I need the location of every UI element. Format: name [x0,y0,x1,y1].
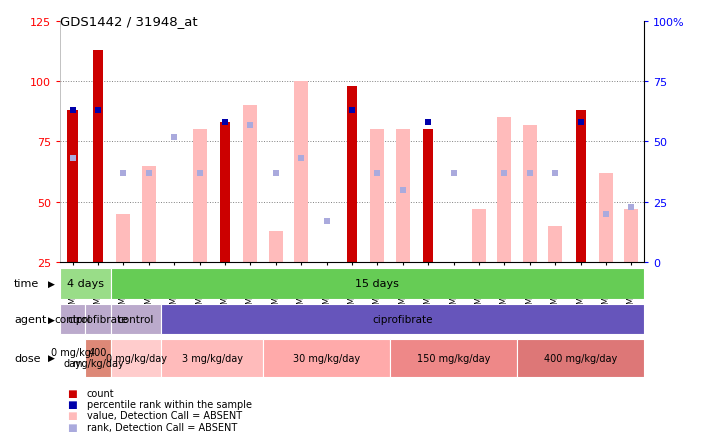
Text: ▶: ▶ [48,354,55,362]
Bar [60,339,85,377]
Bar [396,130,410,263]
Text: ■: ■ [67,422,77,431]
Text: ▶: ▶ [48,279,55,288]
Bar [472,210,486,263]
Bar [142,166,156,263]
Text: ■: ■ [67,399,77,409]
Bar [294,82,308,263]
Text: 3 mg/kg/day: 3 mg/kg/day [182,353,243,363]
Bar [446,263,460,279]
Text: 0 mg/kg/
day: 0 mg/kg/ day [51,348,94,368]
Bar [111,304,161,335]
Bar [244,106,258,263]
Bar [269,231,283,263]
Bar [93,51,103,263]
Bar [423,130,433,263]
Bar [576,111,586,263]
Bar [60,269,111,299]
Text: 0 mg/kg/day: 0 mg/kg/day [106,353,167,363]
Text: ▶: ▶ [48,315,55,324]
Text: ■: ■ [67,388,77,398]
Text: control: control [118,315,154,324]
Text: ciprofibrate: ciprofibrate [68,315,128,324]
Text: 4 days: 4 days [67,279,103,289]
Text: 150 mg/kg/day: 150 mg/kg/day [417,353,490,363]
Bar [599,174,613,263]
Text: dose: dose [14,353,41,363]
Bar [116,214,130,263]
Text: 400 mg/kg/day: 400 mg/kg/day [544,353,617,363]
Bar [320,263,334,303]
Bar [161,304,644,335]
Text: 15 days: 15 days [356,279,399,289]
Bar [161,339,263,377]
Bar [60,304,85,335]
Text: 30 mg/kg/day: 30 mg/kg/day [293,353,360,363]
Bar [517,339,644,377]
Text: ■: ■ [67,411,77,420]
Bar [624,210,639,263]
Text: count: count [87,388,114,398]
Text: rank, Detection Call = ABSENT: rank, Detection Call = ABSENT [87,422,237,431]
Text: time: time [14,279,39,289]
Text: GDS1442 / 31948_at: GDS1442 / 31948_at [60,15,197,28]
Text: percentile rank within the sample: percentile rank within the sample [87,399,251,409]
Bar [111,339,161,377]
Bar [523,125,537,263]
Bar [347,87,357,263]
Text: control: control [54,315,91,324]
Bar [263,339,390,377]
Bar [85,304,111,335]
Bar [390,339,517,377]
Bar [85,339,111,377]
Text: ciprofibrate: ciprofibrate [372,315,433,324]
Bar [220,123,230,263]
Bar [498,118,511,263]
Text: 400
mg/kg/day: 400 mg/kg/day [72,348,124,368]
Bar [193,130,206,263]
Bar [370,130,384,263]
Text: agent: agent [14,315,46,324]
Bar [68,111,77,263]
Bar [548,227,562,263]
Text: value, Detection Call = ABSENT: value, Detection Call = ABSENT [87,411,241,420]
